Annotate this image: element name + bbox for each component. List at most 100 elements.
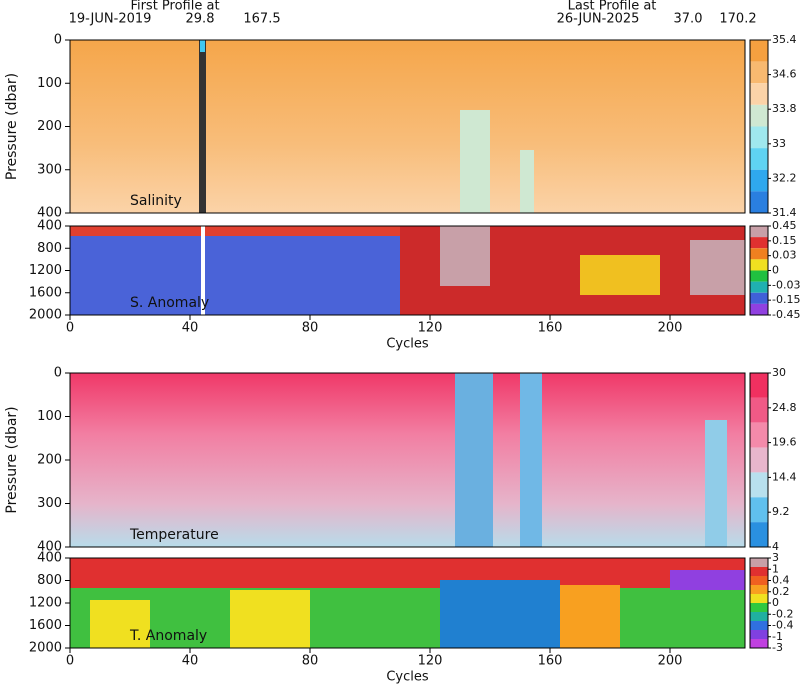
colorbar-segment (750, 270, 768, 282)
colorbar-segment (750, 292, 768, 304)
colorbar-label: -0.15 (772, 293, 800, 306)
colorbar-segment (750, 639, 768, 648)
x-tick-label: 200 (658, 321, 683, 336)
colorbar-segment (750, 40, 768, 62)
colorbar-segment (750, 522, 768, 547)
header-date: 26-JUN-2025 (557, 12, 640, 27)
y-tick-label: 1200 (29, 263, 62, 278)
y-tick-label: 400 (37, 206, 62, 221)
colorbar-segment (750, 303, 768, 315)
field-s-anomaly (70, 226, 745, 315)
colorbar-segment (750, 630, 768, 639)
x-tick-label: 40 (182, 654, 199, 669)
colorbar-label: 0 (772, 596, 779, 609)
colorbar-label: 31.4 (772, 206, 797, 219)
panel-label: T. Anomaly (129, 628, 207, 644)
colorbar-segment (750, 576, 768, 585)
colorbar-label: 30 (772, 366, 786, 379)
header-lat: 29.8 (186, 12, 215, 27)
colorbar-label: 0 (772, 264, 779, 277)
colorbar-label: -0.4 (772, 619, 793, 632)
y-tick-label: 100 (37, 409, 62, 424)
panel-label: Temperature (129, 527, 219, 543)
colorbar-label: 33.8 (772, 102, 797, 115)
colorbar-label: 24.8 (772, 401, 797, 414)
colorbar-label: 3 (772, 551, 779, 564)
colorbar-segment (750, 226, 768, 238)
colorbar-frame (749, 372, 769, 548)
colorbar-label: 0.2 (772, 585, 790, 598)
colorbar-label: -1 (772, 630, 783, 643)
y-tick-label: 0 (54, 33, 62, 48)
header-label: Last Profile at (568, 0, 657, 14)
y-axis-label: Pressure (dbar) (4, 73, 20, 180)
colorbar-segment (750, 472, 768, 498)
colorbar-label: 4 (772, 540, 779, 553)
colorbar-label: 0.15 (772, 234, 797, 247)
y-tick-label: 1200 (29, 596, 62, 611)
colorbar-label: 0.45 (772, 219, 797, 232)
colorbar-segment (750, 248, 768, 260)
colorbar-segment (750, 397, 768, 423)
header-lon: 167.5 (243, 12, 280, 27)
y-tick-label: 0 (54, 366, 62, 381)
colorbar-segment (750, 191, 768, 213)
colorbar-segment (750, 61, 768, 84)
x-tick-label: 160 (538, 321, 563, 336)
x-tick-label: 80 (302, 321, 319, 336)
y-tick-label: 1600 (29, 618, 62, 633)
colorbar-segment (750, 126, 768, 149)
x-tick-label: 40 (182, 321, 199, 336)
panel-label: Salinity (130, 193, 182, 209)
colorbar-segment (750, 169, 768, 192)
x-axis-label: Cycles (386, 337, 429, 352)
y-tick-label: 300 (37, 162, 62, 177)
header-date: 19-JUN-2019 (69, 12, 152, 27)
colorbar-segment (750, 422, 768, 448)
x-tick-label: 80 (302, 654, 319, 669)
header-label: First Profile at (130, 0, 219, 14)
colorbar-segment (750, 373, 768, 398)
field-temperature (70, 373, 745, 547)
colorbar-label: 0.03 (772, 249, 797, 262)
x-tick-label: 0 (66, 321, 74, 336)
colorbar-label: 9.2 (772, 505, 790, 518)
y-axis-label: Pressure (dbar) (4, 406, 20, 513)
y-tick-label: 1600 (29, 285, 62, 300)
y-tick-label: 200 (37, 119, 62, 134)
colorbar-label: -0.2 (772, 607, 793, 620)
colorbar-segment (750, 567, 768, 576)
colorbar-label: 32.2 (772, 171, 797, 184)
colorbar-segment (750, 281, 768, 293)
colorbar-segment (750, 603, 768, 612)
y-tick-label: 300 (37, 496, 62, 511)
y-tick-label: 100 (37, 76, 62, 91)
y-tick-label: 800 (37, 241, 62, 256)
y-tick-label: 200 (37, 453, 62, 468)
y-tick-label: 400 (37, 551, 62, 566)
x-axis-label: Cycles (386, 670, 429, 685)
y-tick-label: 800 (37, 573, 62, 588)
header-lat: 37.0 (674, 12, 703, 27)
colorbar-segment (750, 497, 768, 523)
colorbar-label: 1 (772, 562, 779, 575)
x-tick-label: 120 (418, 654, 443, 669)
field-t-anomaly (70, 558, 745, 648)
colorbar-segment (750, 585, 768, 594)
x-tick-label: 200 (658, 654, 683, 669)
colorbar-label: 0.4 (772, 574, 790, 587)
x-tick-label: 160 (538, 654, 563, 669)
x-tick-label: 120 (418, 321, 443, 336)
colorbar-segment (750, 612, 768, 621)
y-tick-label: 2000 (29, 641, 62, 656)
header-lon: 170.2 (719, 12, 756, 27)
colorbar-label: 14.4 (772, 470, 797, 483)
colorbar-frame (749, 39, 769, 214)
colorbar-segment (750, 237, 768, 249)
y-tick-label: 400 (37, 540, 62, 555)
y-tick-label: 2000 (29, 308, 62, 323)
colorbar-label: 35.4 (772, 33, 797, 46)
colorbar-label: 33 (772, 137, 786, 150)
colorbar-segment (750, 83, 768, 105)
